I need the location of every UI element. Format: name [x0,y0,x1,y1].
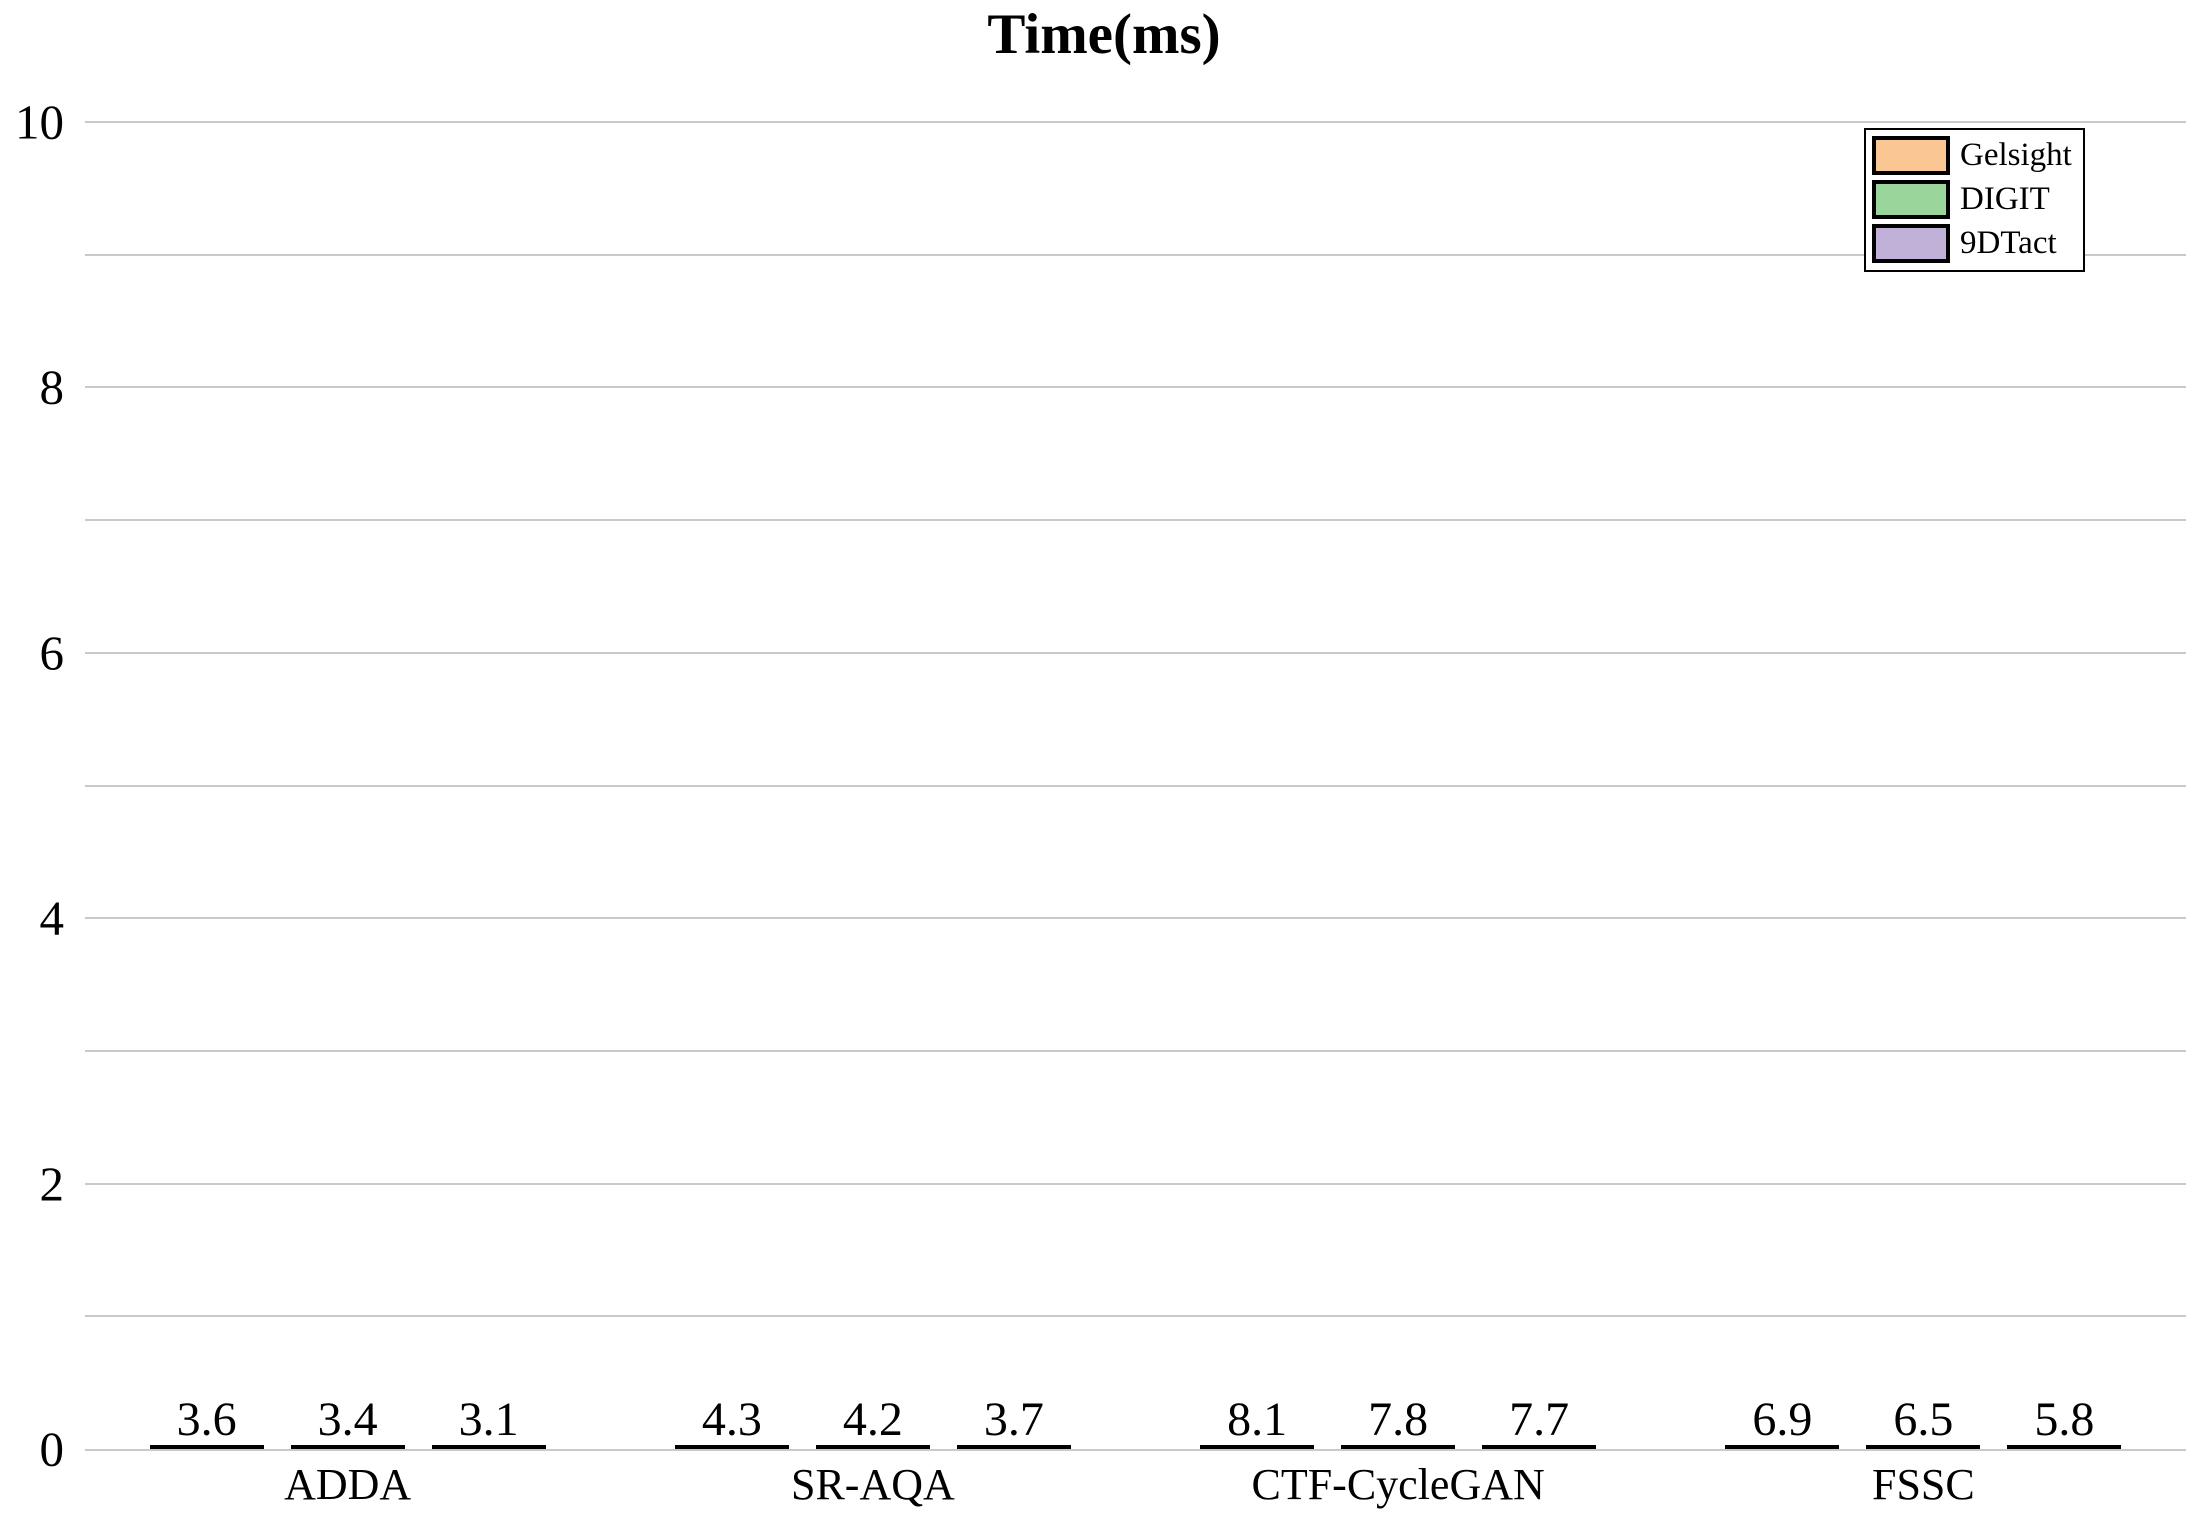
bar-value-label: 7.8 [1368,1392,1429,1446]
bar-9dtact: 5.8 [2007,1393,2122,1449]
bar-gelsight: 4.3 [674,1393,789,1449]
bar-gelsight: 6.9 [1725,1393,1840,1449]
y-axis: 0 2 4 6 8 10 [0,98,66,1474]
bar-value-label: 6.5 [1893,1392,1954,1446]
legend-item: 9DTact [1872,224,2076,263]
bar-digit: 6.5 [1866,1393,1981,1449]
gridline [85,917,2186,920]
legend-item: Gelsight [1872,136,2076,175]
x-category-label: CTF-CycleGAN [1251,1460,1545,1509]
bar-value-label: 3.7 [983,1392,1044,1446]
legend-swatch-digit [1872,180,1950,219]
bar-value-label: 8.1 [1227,1392,1288,1446]
x-category-label: ADDA [284,1460,412,1509]
bar-value-label: 6.9 [1752,1392,1813,1446]
bar-9dtact: 3.1 [431,1393,546,1449]
y-tick-label: 8 [39,359,65,415]
bar-9dtact: 7.7 [1482,1393,1597,1449]
legend-swatch-9dtact [1872,224,1950,263]
legend-label: Gelsight [1960,137,2072,173]
legend: Gelsight DIGIT 9DTact [1864,128,2085,272]
bar-value-label: 3.4 [317,1392,378,1446]
chart-title: Time(ms) [987,3,1221,66]
y-tick-label: 4 [39,890,65,946]
plot-area: 3.6 3.4 3.1 4.3 4.2 3.7 8.1 7.8 7.7 6.9 6.5 5.8 [85,121,2186,1451]
bar-value-label: 3.1 [458,1392,519,1446]
gridline [85,1049,2186,1052]
bar-group: 6.9 6.5 5.8 [1725,1393,2122,1449]
bar-value-label: 4.3 [701,1392,762,1446]
legend-label: DIGIT [1960,181,2050,217]
y-tick-label: 6 [39,625,65,681]
y-tick-label: 10 [15,94,64,150]
bar-group: 3.6 3.4 3.1 [149,1393,546,1449]
gridline [85,1315,2186,1318]
gridline [85,386,2186,389]
bar-digit: 7.8 [1341,1393,1456,1449]
x-category-label: FSSC [1871,1460,1975,1509]
legend-item: DIGIT [1872,180,2076,219]
legend-label: 9DTact [1960,225,2057,261]
bar-group: 4.3 4.2 3.7 [674,1393,1071,1449]
gridline [85,121,2186,123]
bar-value-label: 4.2 [842,1392,903,1446]
gridline [85,784,2186,787]
bar-gelsight: 3.6 [149,1393,264,1449]
bar-value-label: 5.8 [2034,1392,2095,1446]
x-category-label: SR-AQA [790,1460,955,1509]
bar-value-label: 3.6 [176,1392,237,1446]
gridline [85,519,2186,522]
bar-9dtact: 3.7 [956,1393,1071,1449]
x-axis: ADDA SR-AQA CTF-CycleGAN FSSC [85,1460,2186,1525]
y-tick-label: 2 [39,1156,65,1212]
bar-gelsight: 8.1 [1200,1393,1315,1449]
bar-digit: 3.4 [290,1393,405,1449]
bar-group: 8.1 7.8 7.7 [1200,1393,1597,1449]
bar-value-label: 7.7 [1509,1392,1570,1446]
bar-digit: 4.2 [815,1393,930,1449]
gridline [85,1182,2186,1185]
gridline [85,253,2186,256]
y-tick-label: 0 [39,1421,65,1477]
legend-swatch-gelsight [1872,136,1950,175]
gridline [85,651,2186,654]
